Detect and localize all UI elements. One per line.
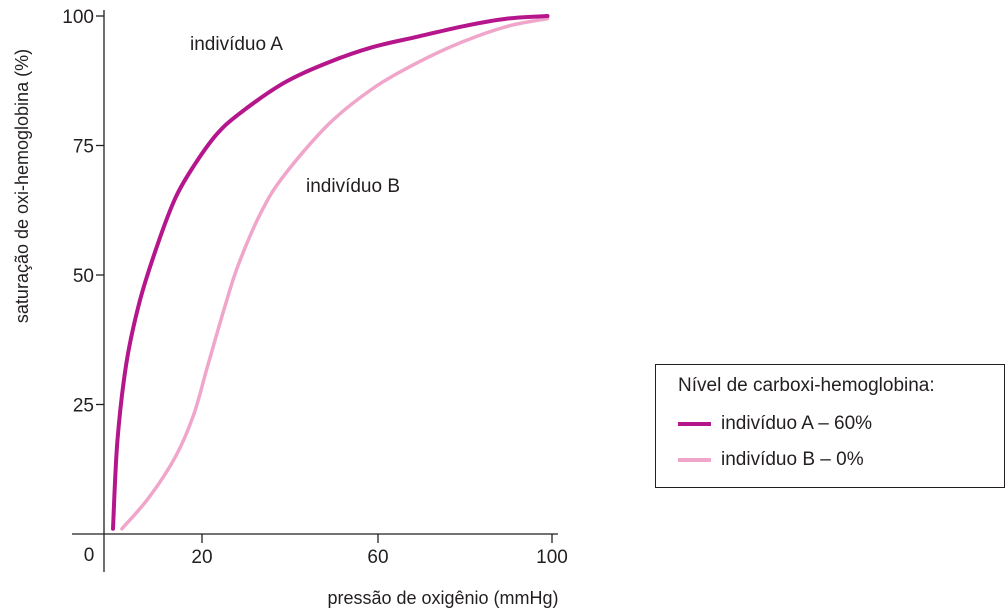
y-tick-label: 75 [73, 137, 94, 158]
series-line-individuo-a [111, 14, 550, 531]
axes [72, 10, 558, 572]
y-tick-label: 25 [73, 396, 94, 417]
legend-swatch-individuo-b [678, 458, 711, 462]
y-tick-label: 50 [73, 266, 94, 287]
legend-swatch-individuo-a [678, 422, 711, 426]
series-line-individuo-b [120, 16, 550, 531]
x-tick-label: 60 [367, 547, 388, 568]
annotation-individuo-b: indivíduo B [306, 176, 400, 197]
annotation-individuo-a: indivíduo A [190, 34, 283, 55]
x-axis-label: pressão de oxigênio (mmHg) [327, 588, 558, 608]
x-tick-label: 20 [191, 547, 212, 568]
x-tick-label: 100 [536, 547, 568, 568]
x-origin-label: 0 [84, 545, 95, 566]
y-axis-label: saturação de oxi-hemoglobina (%) [12, 49, 32, 323]
legend-title: Nível de carboxi-hemoglobina: [678, 375, 935, 396]
y-tick-label: 100 [62, 7, 94, 28]
legend-label-individuo-b: indivíduo B – 0% [721, 449, 864, 470]
series-layer [111, 14, 550, 531]
ticks: 25 50 75 100 20 60 100 [62, 7, 568, 568]
legend-item-individuo-b: indivíduo B – 0% [678, 447, 864, 473]
legend-label-individuo-a: indivíduo A – 60% [721, 413, 873, 434]
legend-item-individuo-a: indivíduo A – 60% [678, 411, 872, 437]
legend: Nível de carboxi-hemoglobina: indivíduo … [655, 364, 1005, 488]
